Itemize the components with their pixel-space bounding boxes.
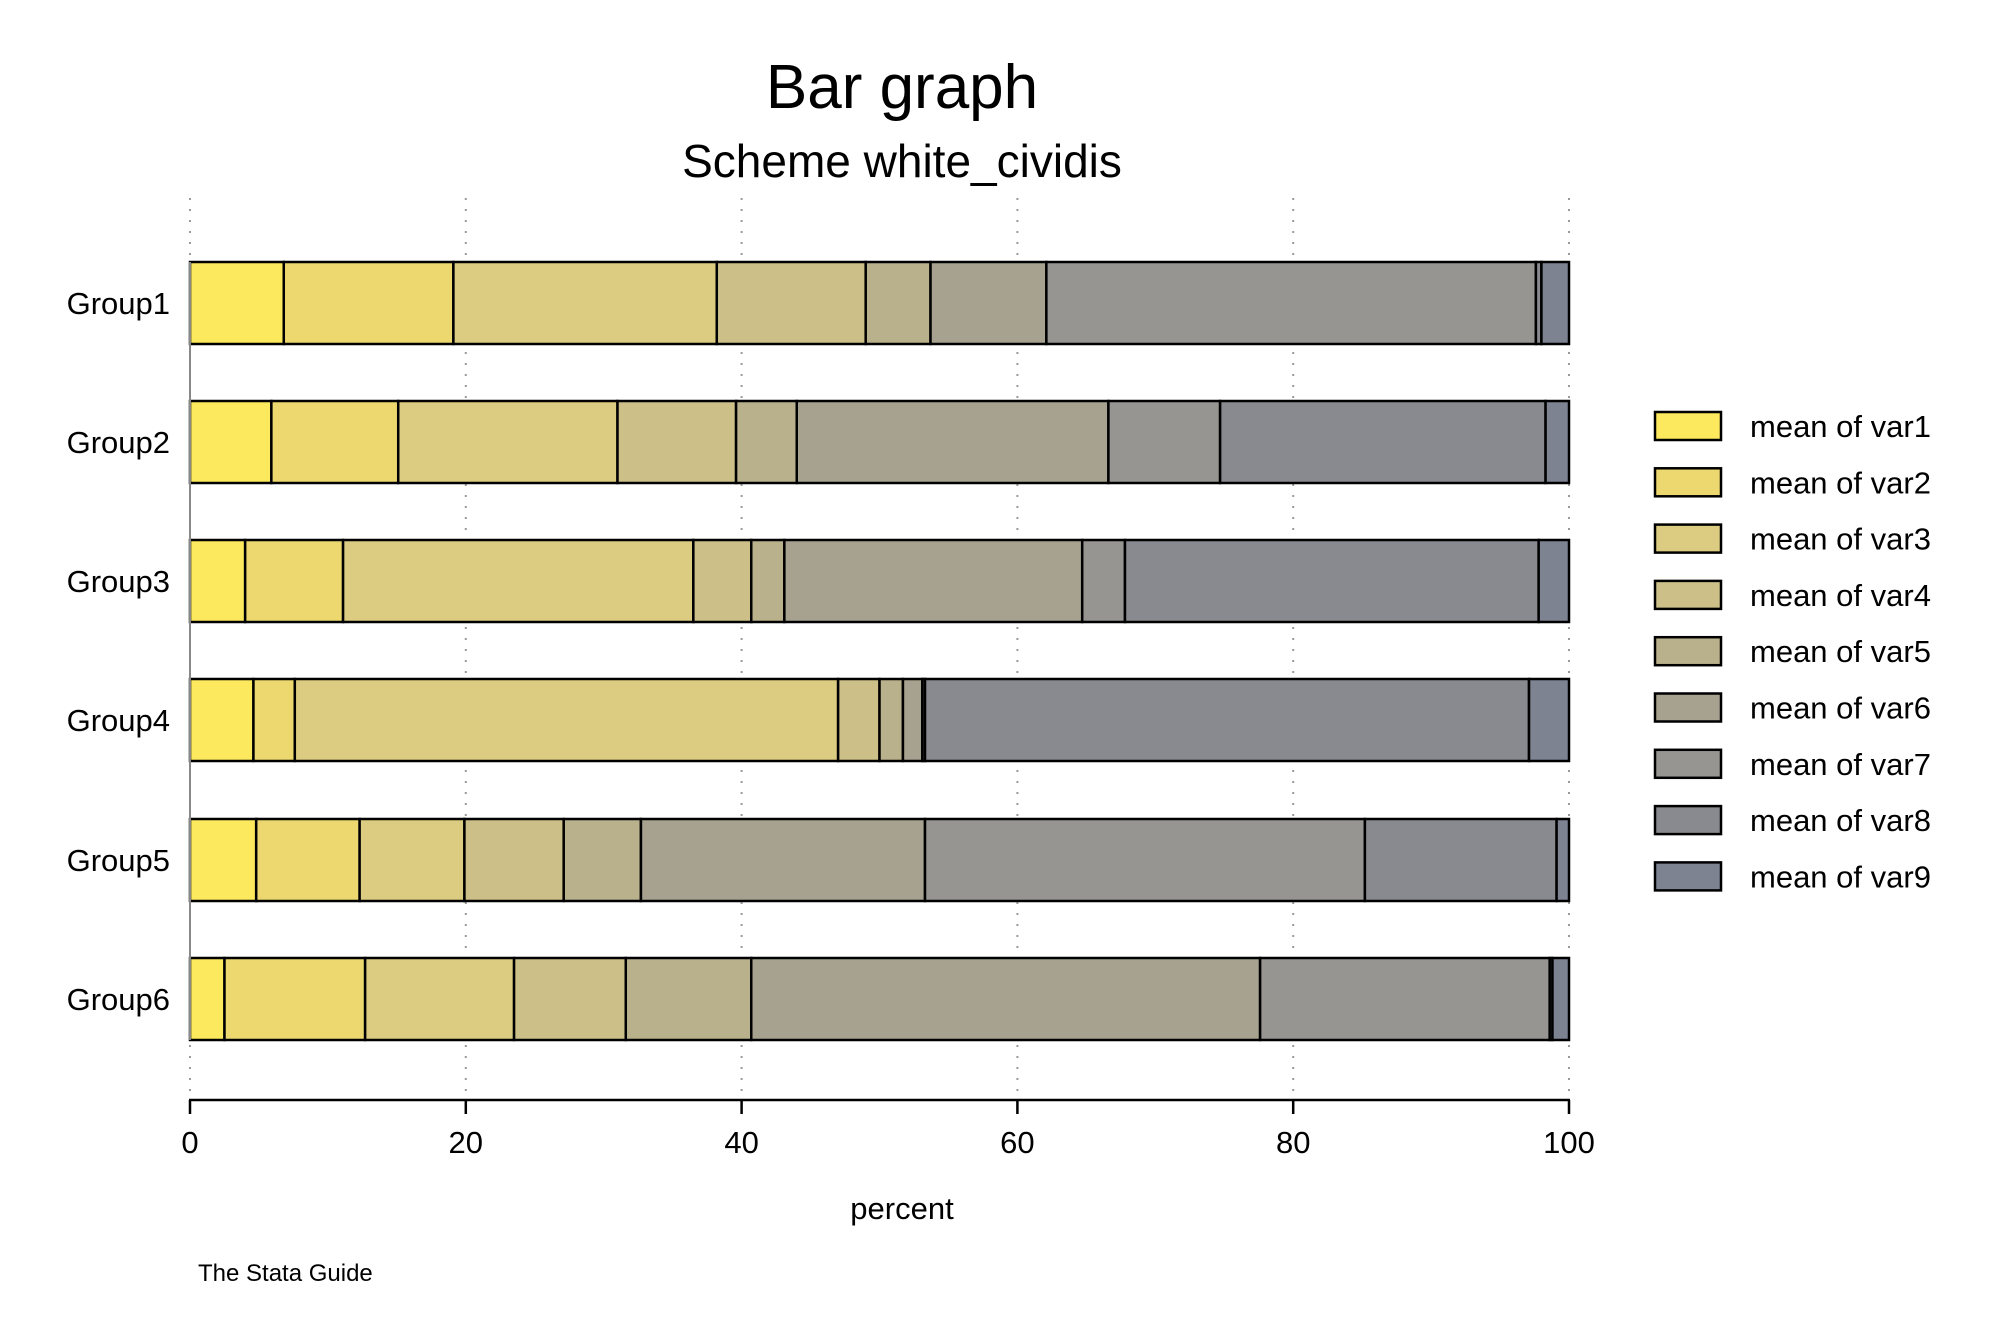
bar-segment-5-5 — [562, 817, 643, 903]
bar-segment-4-4 — [836, 677, 881, 763]
bar-segment-3-7 — [1080, 538, 1127, 624]
legend-swatch — [1653, 635, 1723, 667]
bar-segment-1-6 — [929, 260, 1048, 346]
bar-segment-6-5 — [624, 956, 753, 1042]
category-label: Group5 — [67, 843, 170, 878]
legend-swatch — [1653, 467, 1723, 498]
bar-segment-4-6 — [901, 677, 924, 763]
bar-segment-5-3 — [358, 817, 466, 903]
bar-segment-4-5 — [878, 677, 905, 763]
bars — [188, 260, 1571, 1042]
bar-segment-3-5 — [750, 538, 786, 624]
bar-segment-1-2 — [282, 260, 455, 346]
bar-segment-2-9 — [1544, 399, 1571, 485]
bar-segment-5-9 — [1555, 817, 1571, 903]
bar-segment-5-6 — [639, 817, 927, 903]
legend-swatch — [1653, 579, 1723, 611]
category-labels: Group1 Group2 Group3 Group4 Group5 Group6 — [67, 286, 170, 1017]
bar-segment-2-8 — [1218, 399, 1547, 485]
bar-segment-5-1 — [188, 817, 258, 903]
bar-segment-3-2 — [243, 538, 345, 624]
bar-segment-5-2 — [254, 817, 361, 903]
bar-segment-5-8 — [1363, 817, 1558, 903]
category-label: Group3 — [67, 564, 170, 599]
bar-segment-2-6 — [795, 399, 1110, 485]
bar-segment-6-4 — [512, 956, 628, 1042]
bar-segment-2-4 — [616, 399, 738, 485]
bar-segment-6-2 — [223, 956, 367, 1042]
bar-segment-5-4 — [463, 817, 565, 903]
legend-swatch — [1653, 804, 1723, 836]
legend-label: mean of var7 — [1750, 747, 1931, 782]
bar-segment-2-2 — [270, 399, 400, 485]
legend-label: mean of var3 — [1750, 522, 1931, 557]
legend-swatch — [1653, 861, 1723, 892]
bar-segment-3-6 — [783, 538, 1084, 624]
x-tick-label: 100 — [1543, 1125, 1595, 1160]
category-label: Group6 — [67, 982, 170, 1017]
bar-segment-3-9 — [1537, 538, 1571, 624]
bar-segment-4-9 — [1527, 677, 1571, 763]
chart-subtitle: Scheme white_cividis — [682, 135, 1122, 187]
bar-segment-1-5 — [864, 260, 932, 346]
category-label: Group2 — [67, 425, 170, 460]
bar-segment-1-7 — [1045, 260, 1538, 346]
bar-segment-4-8 — [923, 677, 1531, 763]
bar-segment-6-1 — [188, 956, 226, 1042]
x-tick-label: 80 — [1276, 1125, 1310, 1160]
bar-segment-6-7 — [1258, 956, 1551, 1042]
legend-swatch — [1653, 410, 1723, 442]
x-axis-title: percent — [850, 1191, 954, 1226]
legend-swatch — [1653, 692, 1723, 723]
bar-segment-2-7 — [1107, 399, 1222, 485]
legend-label: mean of var9 — [1750, 859, 1931, 894]
bar-segment-6-6 — [750, 956, 1262, 1042]
x-tick-label: 40 — [724, 1125, 758, 1160]
x-tick-label: 20 — [449, 1125, 483, 1160]
bar-segment-5-7 — [923, 817, 1367, 903]
x-tick-label: 0 — [181, 1125, 198, 1160]
bar-segment-1-4 — [715, 260, 867, 346]
bar-segment-4-1 — [188, 677, 255, 763]
x-tick-label: 60 — [1000, 1125, 1034, 1160]
chart-title: Bar graph — [766, 53, 1038, 122]
bar-segment-4-3 — [293, 677, 840, 763]
bar-segment-4-2 — [252, 677, 297, 763]
bar-segment-2-1 — [188, 399, 273, 485]
category-label: Group1 — [67, 286, 170, 321]
category-label: Group4 — [67, 703, 170, 738]
bar-segment-3-8 — [1123, 538, 1540, 624]
bar-segment-1-3 — [452, 260, 719, 346]
bar-segment-1-1 — [188, 260, 286, 346]
bar-segment-3-1 — [188, 538, 247, 624]
bar-segment-3-3 — [341, 538, 695, 624]
legend-label: mean of var4 — [1750, 578, 1931, 613]
legend-swatch — [1653, 523, 1723, 554]
bar-segment-6-9 — [1551, 956, 1571, 1042]
legend-swatch — [1653, 748, 1723, 780]
chart-note: The Stata Guide — [198, 1260, 373, 1287]
bar-segment-1-9 — [1540, 260, 1571, 346]
legend-label: mean of var1 — [1750, 409, 1931, 444]
bar-segment-2-5 — [734, 399, 799, 485]
legend-label: mean of var8 — [1750, 803, 1931, 838]
legend-label: mean of var2 — [1750, 465, 1931, 500]
bar-segment-6-3 — [363, 956, 516, 1042]
x-axis: 0 20 40 60 80 100 — [181, 262, 1595, 1160]
legend-label: mean of var5 — [1750, 634, 1931, 669]
legend-label: mean of var6 — [1750, 691, 1931, 726]
legend: mean of var1 mean of var2 mean of var3 mean… — [1653, 409, 1931, 894]
bar-segment-2-3 — [396, 399, 619, 485]
bar-segment-3-4 — [692, 538, 753, 624]
